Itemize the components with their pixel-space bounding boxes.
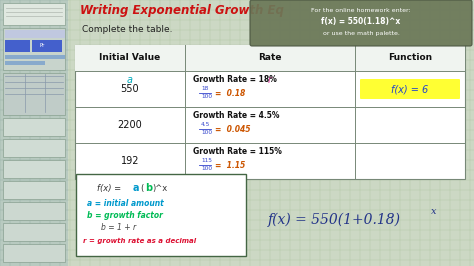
FancyBboxPatch shape: [76, 174, 246, 256]
Text: b = growth factor: b = growth factor: [87, 210, 163, 219]
Text: Pr: Pr: [40, 43, 46, 48]
Bar: [0, 0, 68, 266]
Text: 4.5: 4.5: [201, 123, 210, 127]
Text: f(x) = 6: f(x) = 6: [392, 84, 428, 94]
Text: 115: 115: [201, 159, 212, 164]
Bar: [5, 55, 65, 59]
Bar: [3, 73, 65, 115]
Text: x: x: [431, 207, 437, 217]
Text: a: a: [133, 183, 139, 193]
Text: a: a: [127, 75, 133, 85]
Text: =  0.045: = 0.045: [216, 124, 251, 134]
Text: =  0.18: = 0.18: [216, 89, 246, 98]
Text: r = growth rate as a decimal: r = growth rate as a decimal: [83, 238, 196, 244]
Text: )^x: )^x: [152, 184, 167, 193]
Text: Function: Function: [388, 53, 432, 63]
Text: f(x) = 550(1.18)^x: f(x) = 550(1.18)^x: [321, 17, 401, 26]
Text: f(x) = 550(1+0.18): f(x) = 550(1+0.18): [268, 213, 401, 227]
Bar: [3, 3, 65, 25]
Text: or use the math palette.: or use the math palette.: [323, 31, 400, 36]
Text: Rate: Rate: [258, 53, 282, 63]
Text: 550: 550: [121, 84, 139, 94]
Bar: [5, 30, 65, 38]
Bar: [3, 139, 65, 157]
Text: Growth Rate = 115%: Growth Rate = 115%: [193, 147, 282, 156]
Text: b = 1 + r: b = 1 + r: [101, 222, 136, 231]
Bar: [3, 118, 65, 136]
Bar: [3, 223, 65, 241]
Text: Growth Rate = 4.5%: Growth Rate = 4.5%: [193, 110, 280, 119]
FancyBboxPatch shape: [360, 79, 460, 99]
Text: Growth Rate = 18%: Growth Rate = 18%: [193, 74, 277, 84]
Text: Initial Value: Initial Value: [100, 53, 161, 63]
Bar: [5, 61, 45, 65]
Bar: [3, 160, 65, 178]
Text: 100: 100: [201, 94, 212, 99]
Text: a = initial amount: a = initial amount: [87, 198, 164, 207]
Bar: [75, 45, 465, 179]
Text: f(x) =: f(x) =: [97, 184, 124, 193]
Bar: [3, 202, 65, 220]
Text: =  1.15: = 1.15: [216, 160, 246, 169]
Bar: [3, 181, 65, 199]
Text: For the online homework enter:: For the online homework enter:: [311, 8, 411, 13]
Text: 100: 100: [201, 167, 212, 172]
Text: b: b: [145, 183, 152, 193]
Text: r: r: [268, 75, 272, 85]
Text: Writing Exponential Growth Eq: Writing Exponential Growth Eq: [80, 4, 284, 17]
Bar: [32, 40, 62, 52]
Text: 2200: 2200: [118, 120, 142, 130]
Bar: [75, 45, 465, 71]
Bar: [3, 28, 65, 70]
FancyBboxPatch shape: [250, 0, 472, 46]
Bar: [3, 244, 65, 262]
Bar: [5, 40, 30, 52]
Text: 18: 18: [201, 86, 209, 92]
Text: Complete the table.: Complete the table.: [82, 25, 173, 34]
Text: 100: 100: [201, 131, 212, 135]
Text: (: (: [140, 184, 143, 193]
Text: 192: 192: [121, 156, 139, 166]
